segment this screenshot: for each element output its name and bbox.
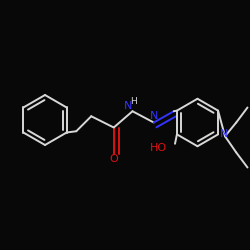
Text: N: N — [220, 129, 228, 139]
Text: N: N — [150, 111, 158, 121]
Text: N: N — [124, 101, 132, 111]
Text: HO: HO — [150, 143, 168, 153]
Text: H: H — [130, 97, 137, 106]
Text: O: O — [110, 154, 118, 164]
